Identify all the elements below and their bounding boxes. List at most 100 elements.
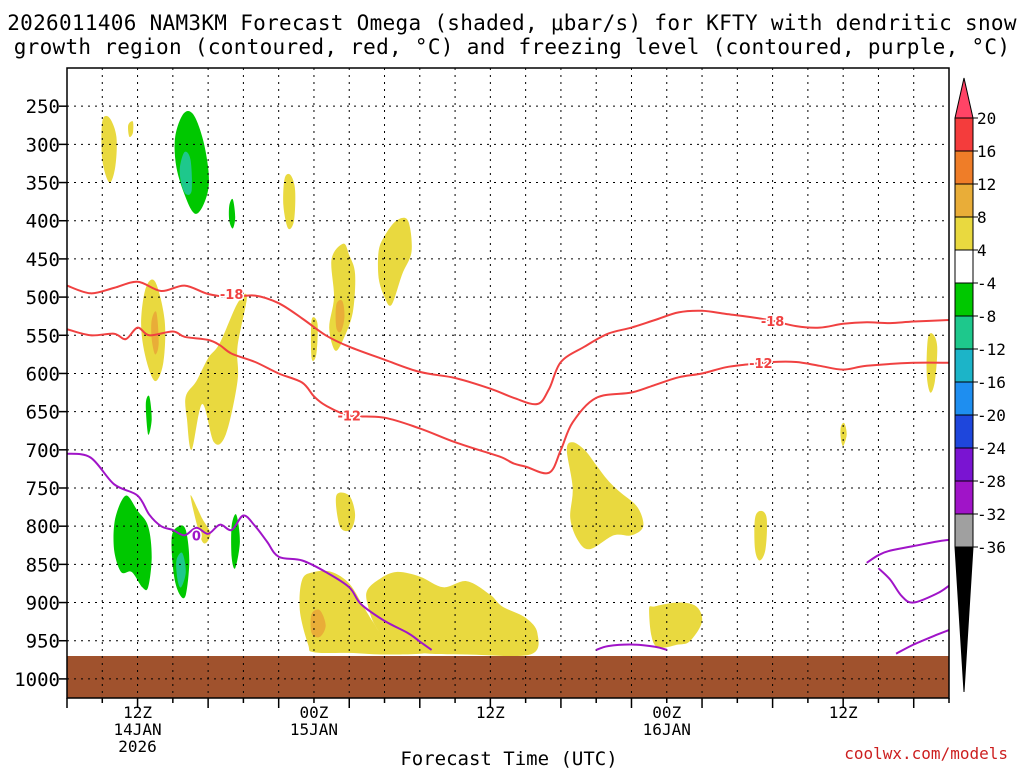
colorbar-box (954, 150, 974, 185)
colorbar: 20 16 12 8 4 -4 -8 -12 -16 -20 -24 -28 -32 -36 (954, 77, 1006, 693)
x-tick-label: 12Z (476, 703, 505, 722)
y-axis: 250 300 350 400 450 500 550 600 650 700 750 800 850 9… (14, 96, 67, 691)
colorbar-label: 20 (977, 109, 996, 128)
x-axis-title: Forecast Time (UTC) (400, 748, 617, 768)
colorbar-box (954, 348, 974, 383)
colorbar-box (954, 282, 974, 317)
colorbar-label: -4 (977, 274, 996, 293)
y-tick-label: 900 (26, 593, 60, 615)
omega-region-17 (151, 311, 159, 355)
contour-lines (67, 280, 949, 655)
y-tick-label: 800 (26, 516, 60, 538)
colorbar-box (954, 447, 974, 482)
y-tick-label: 700 (26, 440, 60, 462)
y-tick-label: 850 (26, 554, 60, 576)
colorbar-label: -28 (977, 472, 1006, 491)
colorbar-box (954, 183, 974, 218)
y-tick-label: 950 (26, 631, 60, 653)
contour-line-5 (877, 567, 949, 604)
omega-region-20 (174, 110, 209, 214)
omega-region-12 (566, 442, 644, 550)
omega-region-5 (283, 173, 296, 230)
y-tick-label: 400 (26, 211, 60, 233)
colorbar-top-arrow (954, 77, 974, 119)
x-tick-label: 12Z (123, 703, 152, 722)
omega-region-13 (649, 602, 703, 648)
contour-label: 0 (192, 529, 201, 544)
y-tick-label: 650 (26, 402, 60, 424)
omega-region-9 (335, 492, 356, 532)
colorbar-box (954, 249, 974, 284)
x-tick-label: 14JAN (113, 720, 161, 739)
colorbar-box (954, 381, 974, 416)
omega-region-1 (128, 121, 134, 138)
x-tick-label: 16JAN (643, 720, 691, 739)
omega-region-19 (310, 609, 326, 638)
colorbar-label: -36 (977, 538, 1006, 557)
y-tick-label: 350 (26, 173, 60, 195)
grid-lines (67, 68, 949, 698)
omega-region-21 (228, 198, 236, 229)
contour-label: -18 (220, 288, 244, 303)
omega-region-26 (179, 151, 192, 195)
colorbar-label: 16 (977, 142, 996, 161)
omega-region-10 (299, 570, 427, 655)
contour-line-3 (595, 643, 668, 651)
colorbar-label: -32 (977, 505, 1006, 524)
omega-region-6 (310, 317, 318, 362)
contour-line-1 (67, 326, 949, 475)
y-tick-label: 550 (26, 325, 60, 347)
omega-region-22 (145, 395, 152, 435)
contour-label: -18 (761, 315, 785, 330)
colorbar-box (954, 414, 974, 449)
y-tick-label: 750 (26, 478, 60, 500)
source-credit: coolwx.com/models (844, 744, 1008, 763)
colorbar-box (954, 216, 974, 251)
contour-line-6 (895, 629, 949, 655)
y-tick-label: 1000 (14, 669, 60, 691)
ground-fill (67, 656, 949, 698)
colorbar-box (954, 513, 974, 548)
y-tick-label: 450 (26, 249, 60, 271)
omega-region-27 (176, 552, 186, 588)
contour-label: -12 (749, 357, 773, 372)
contour-line-4 (866, 538, 949, 564)
y-tick-label: 250 (26, 96, 60, 118)
y-tick-label: 300 (26, 134, 60, 156)
x-tick-label: 2026 (118, 737, 157, 756)
contour-label: -12 (337, 409, 361, 424)
omega-region-11 (366, 571, 539, 657)
x-tick-label: 00Z (300, 703, 329, 722)
x-tick-label: 15JAN (290, 720, 338, 739)
y-tick-label: 500 (26, 287, 60, 309)
colorbar-label: -24 (977, 439, 1006, 458)
colorbar-label: 4 (977, 241, 987, 260)
colorbar-label: 8 (977, 208, 987, 227)
chart-title-line-2: growth region (contoured, red, °C) and f… (13, 35, 1011, 59)
omega-region-14 (754, 510, 768, 561)
ground-layer (67, 656, 949, 698)
omega-region-8 (377, 217, 412, 306)
colorbar-label: -8 (977, 307, 996, 326)
chart-title-line-1: 2026011406 NAM3KM Forecast Omega (shaded… (7, 11, 1017, 35)
omega-region-15 (840, 422, 847, 447)
colorbar-box (954, 480, 974, 515)
colorbar-box (954, 315, 974, 350)
contour-line-2 (67, 452, 433, 651)
omega-region-23 (113, 495, 152, 591)
colorbar-label: 12 (977, 175, 996, 194)
omega-region-7 (329, 243, 356, 351)
omega-region-0 (101, 115, 117, 183)
contour-line-0 (67, 280, 949, 406)
colorbar-label: -12 (977, 340, 1006, 359)
y-tick-label: 600 (26, 363, 60, 385)
omega-region-3 (185, 293, 247, 450)
omega-shading (101, 110, 938, 657)
colorbar-label: -16 (977, 373, 1006, 392)
colorbar-box (954, 117, 974, 152)
x-tick-label: 12Z (829, 703, 858, 722)
plot-frame (66, 67, 950, 699)
colorbar-label: -20 (977, 406, 1006, 425)
